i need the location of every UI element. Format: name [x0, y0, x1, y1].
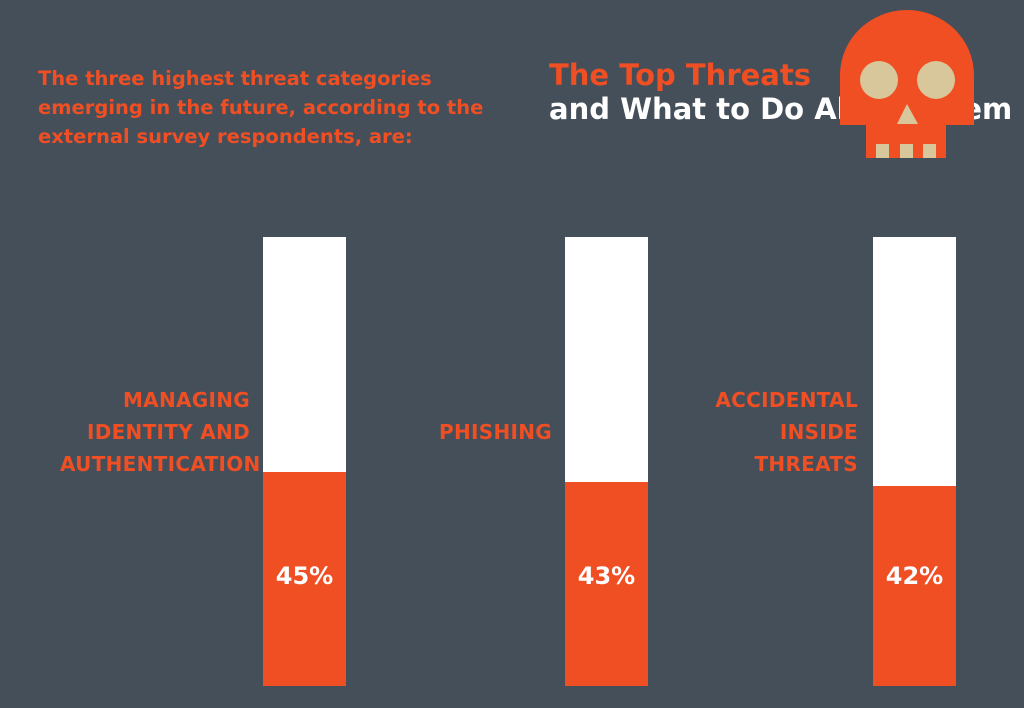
category-label-3: ACCIDENTAL INSIDE THREATS — [715, 388, 858, 476]
intro-text: The three highest threat categories emer… — [38, 67, 484, 148]
skull-icon — [840, 10, 974, 158]
category-label-1: MANAGING IDENTITY AND AUTHENTICATION — [60, 388, 261, 476]
bar-2: 43% — [565, 237, 648, 686]
title-line-1: The Top Threats — [549, 58, 811, 92]
category-label-2: PHISHING — [439, 420, 552, 444]
bar-fill-1 — [263, 472, 346, 686]
bar-fill-3 — [873, 486, 956, 686]
bar-1: 45% — [263, 237, 346, 686]
value-label-2: 43% — [577, 562, 636, 590]
bar-3: 42% — [873, 237, 956, 686]
bar-fill-2 — [565, 481, 648, 686]
value-label-1: 45% — [275, 562, 334, 590]
value-label-3: 42% — [885, 562, 944, 590]
